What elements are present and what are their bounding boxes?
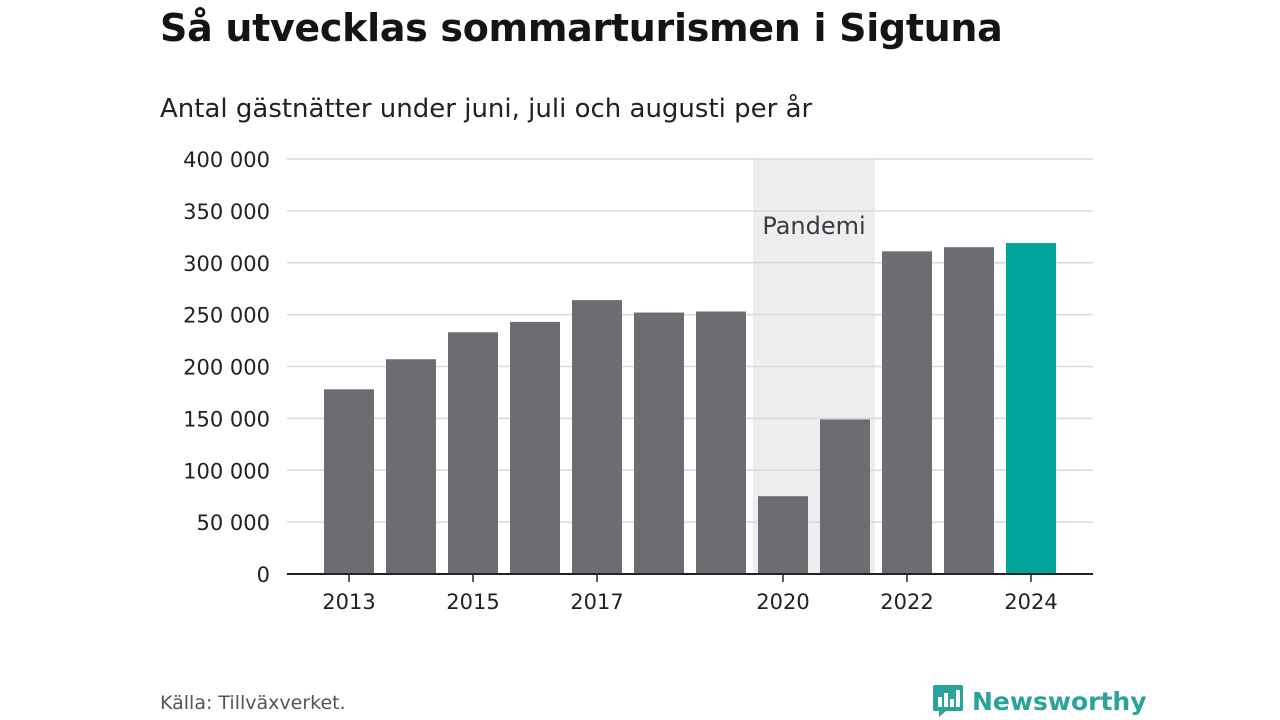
- bar-2016: [510, 321, 560, 574]
- bar-2019: [696, 311, 746, 574]
- bar-2018: [634, 312, 684, 574]
- x-tick-label: 2017: [570, 590, 623, 614]
- y-tick-label: 200 000: [183, 356, 270, 380]
- x-tick-label: 2020: [756, 590, 809, 614]
- x-tick-label: 2015: [446, 590, 499, 614]
- bar-chart: Pandemi 0 50 000 100 000 150 000 200 000 250 0…: [183, 148, 1093, 614]
- bar-2015: [448, 332, 498, 574]
- chart-subtitle: Antal gästnätter under juni, juli och au…: [160, 94, 813, 124]
- bar-2013: [324, 389, 374, 574]
- y-tick-label: 0: [257, 563, 270, 587]
- y-tick-label: 250 000: [183, 304, 270, 328]
- brand-name: Newsworthy: [972, 686, 1147, 716]
- bar-2022: [882, 251, 932, 574]
- bar-2021: [820, 419, 870, 574]
- bar-2014: [386, 359, 436, 574]
- bar-2024: [1006, 243, 1056, 574]
- y-tick-label: 50 000: [197, 511, 270, 535]
- shaded-region-label: Pandemi: [762, 212, 865, 240]
- source-note: Källa: Tillväxverket.: [160, 692, 346, 714]
- y-tick-label: 350 000: [183, 200, 270, 224]
- brand-logo: Newsworthy: [932, 682, 1147, 720]
- x-tick-label: 2013: [322, 590, 375, 614]
- bar-2017: [572, 300, 622, 574]
- bar-2020: [758, 496, 808, 574]
- newsworthy-logo-icon: [933, 685, 963, 717]
- x-tick-label: 2024: [1004, 590, 1057, 614]
- y-tick-label: 300 000: [183, 252, 270, 276]
- y-tick-label: 150 000: [183, 407, 270, 431]
- bar-2023: [944, 247, 994, 574]
- y-tick-label: 400 000: [183, 148, 270, 172]
- x-tick-label: 2022: [880, 590, 933, 614]
- chart-title: Så utvecklas sommarturismen i Sigtuna: [160, 6, 1003, 50]
- y-tick-label: 100 000: [183, 459, 270, 483]
